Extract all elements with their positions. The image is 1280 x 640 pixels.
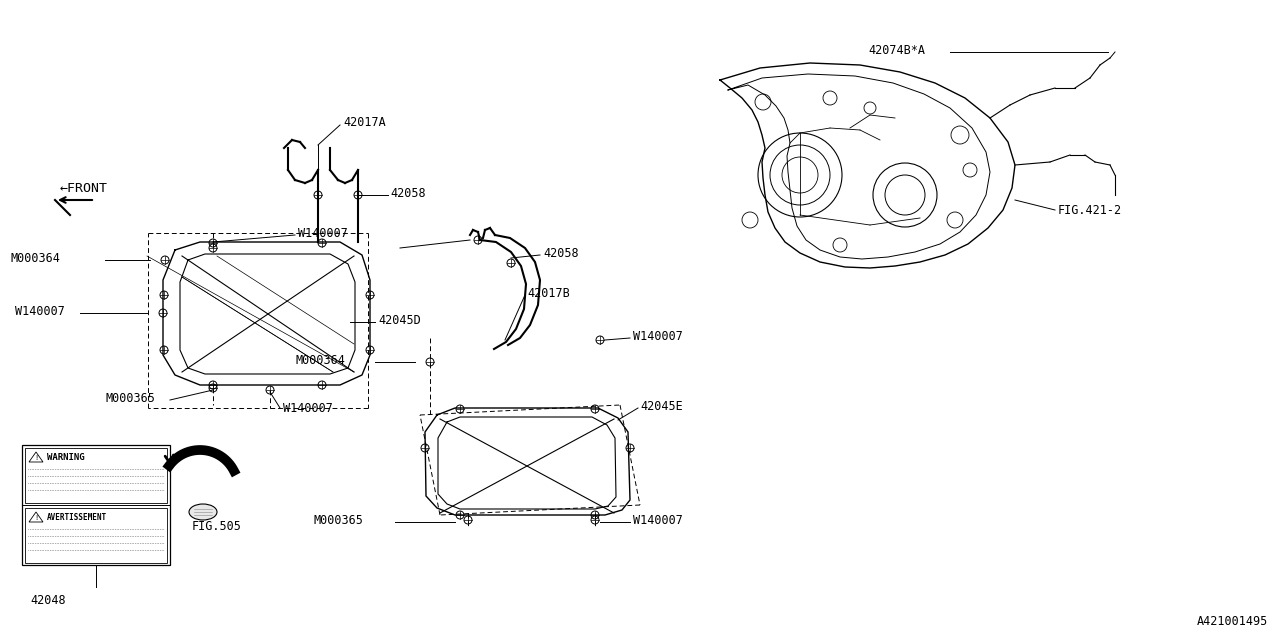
Text: 42074B*A: 42074B*A	[868, 44, 925, 56]
Text: M000364: M000364	[10, 252, 60, 264]
Text: 42045D: 42045D	[378, 314, 421, 326]
Text: M000364: M000364	[294, 353, 344, 367]
Text: W140007: W140007	[634, 330, 682, 342]
Text: A421001495: A421001495	[1197, 615, 1268, 628]
Bar	[26, 508, 166, 563]
Ellipse shape	[189, 504, 218, 520]
Text: 42017B: 42017B	[527, 287, 570, 300]
Bar	[22, 445, 170, 565]
Text: AVERTISSEMENT: AVERTISSEMENT	[47, 513, 108, 522]
Text: 42048: 42048	[29, 593, 65, 607]
Text: 42045E: 42045E	[640, 399, 682, 413]
Text: M000365: M000365	[105, 392, 155, 404]
Text: W140007: W140007	[283, 401, 333, 415]
Text: W140007: W140007	[634, 513, 682, 527]
Text: M000365: M000365	[314, 513, 362, 527]
Text: 42058: 42058	[390, 186, 426, 200]
Text: WARNING: WARNING	[47, 452, 84, 461]
Text: 42017A: 42017A	[343, 115, 385, 129]
Text: ←FRONT: ←FRONT	[60, 182, 108, 195]
Bar	[26, 448, 166, 503]
Text: FIG.505: FIG.505	[192, 520, 242, 534]
Text: !: !	[33, 455, 38, 461]
Text: FIG.421-2: FIG.421-2	[1059, 204, 1123, 216]
Text: W140007: W140007	[15, 305, 65, 317]
Text: 42058: 42058	[543, 246, 579, 259]
Text: W140007: W140007	[298, 227, 348, 239]
Text: !: !	[33, 515, 38, 521]
